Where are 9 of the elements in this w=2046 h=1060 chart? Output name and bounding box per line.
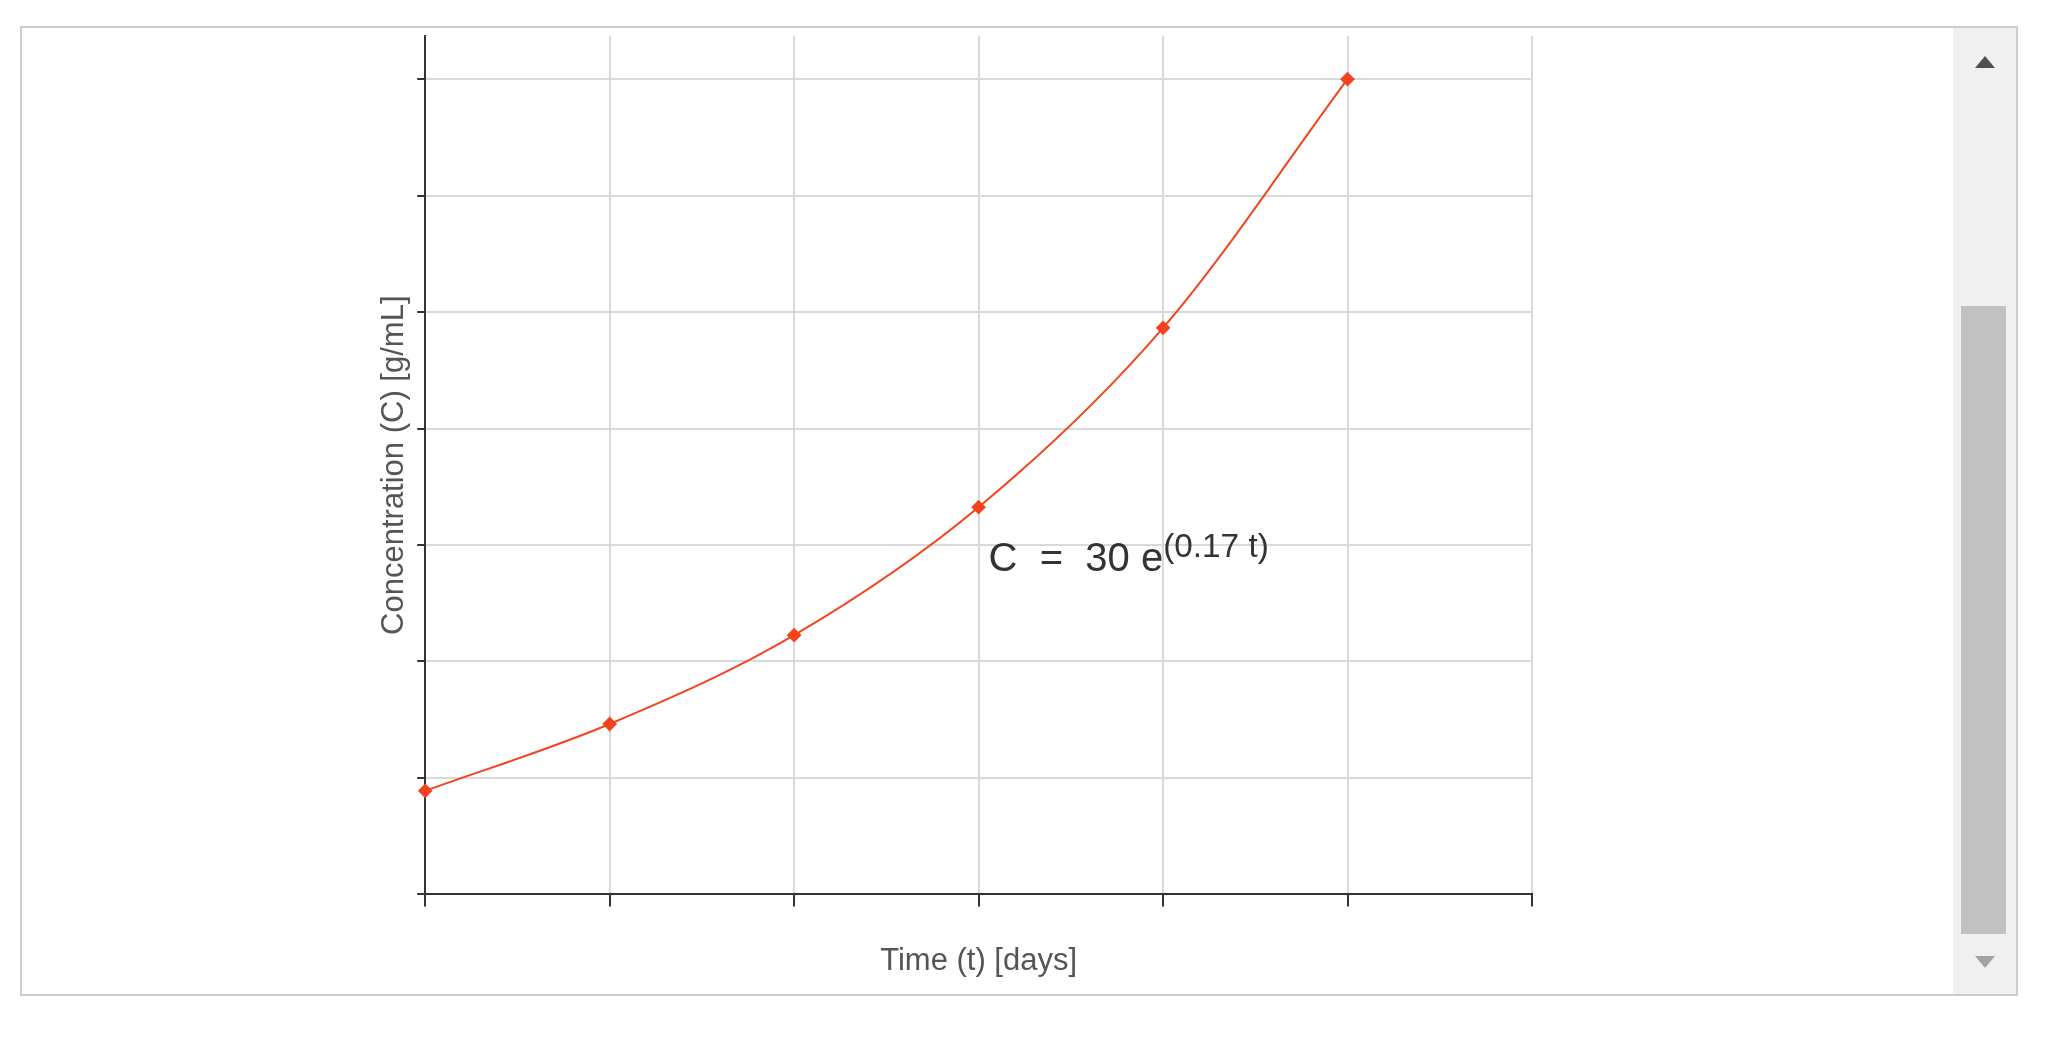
point — [602, 717, 617, 732]
point — [971, 500, 986, 515]
x-axis-title: Time (t) [days] — [880, 941, 1078, 977]
point — [418, 783, 433, 798]
point — [1340, 72, 1355, 87]
point — [1156, 320, 1171, 335]
y-axis-title: Concentration (C) [g/mL] — [375, 295, 411, 635]
point — [787, 628, 802, 643]
annotation: C = 30 e$^{(0.17 t)}$ — [988, 527, 1269, 581]
